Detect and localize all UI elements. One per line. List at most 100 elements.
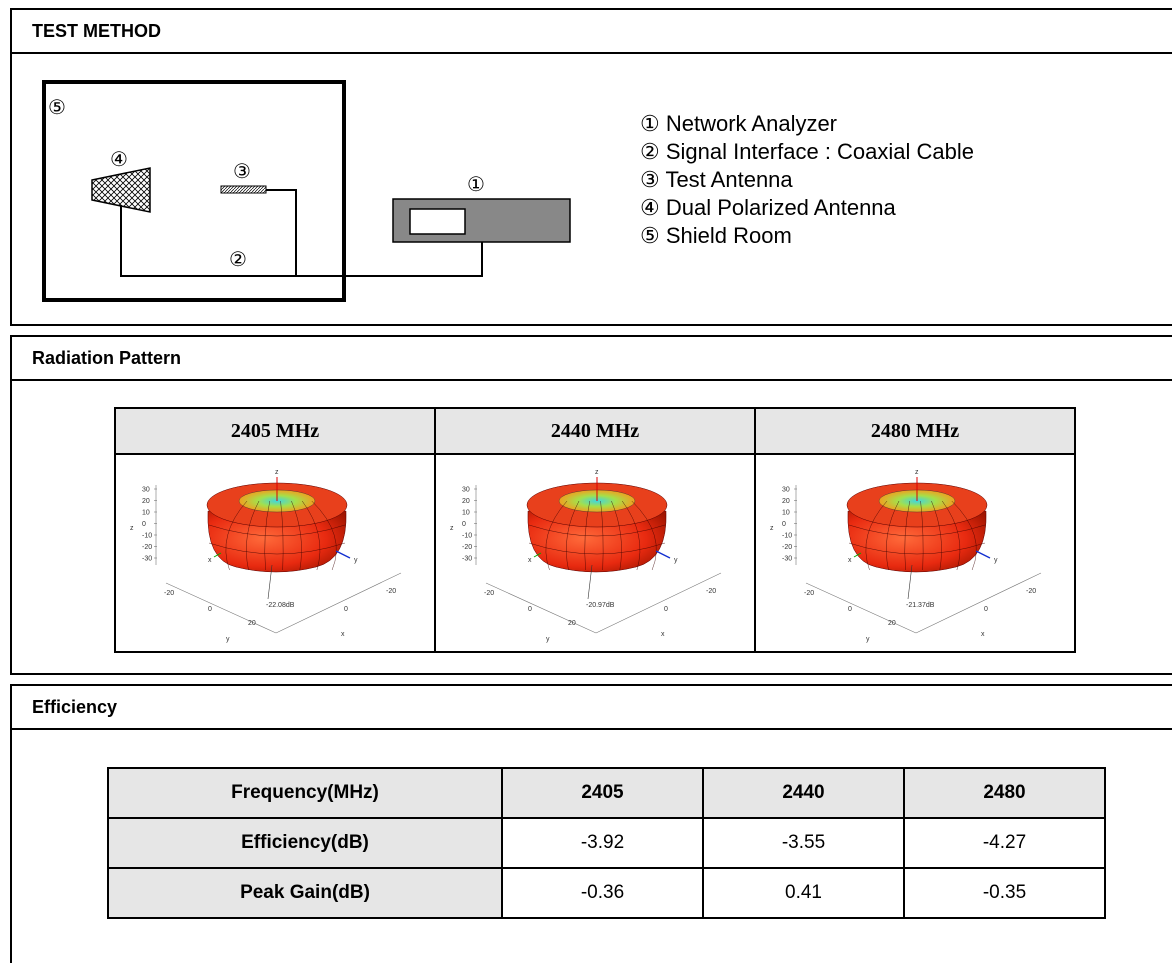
z-tick-label: 0 — [142, 521, 146, 528]
xy-tick-label: -20 — [804, 590, 814, 597]
mesh-line — [280, 500, 284, 571]
z-tick-label: -30 — [142, 556, 152, 563]
marker-4: ④ — [110, 149, 128, 171]
xy-tick-label: 20 — [248, 620, 256, 627]
mesh-line — [208, 542, 346, 555]
header-cell: Frequency(MHz) — [107, 767, 503, 819]
z-tick-label: -10 — [142, 533, 152, 540]
header-cell: 2405 — [501, 767, 704, 819]
z-tick-label: 20 — [782, 498, 790, 505]
mesh-line — [942, 500, 961, 571]
mesh-line — [264, 500, 270, 571]
z-tick-label: 30 — [142, 487, 150, 494]
mesh-line — [848, 542, 986, 555]
table-row: Peak Gain(dB) -0.36 0.41 -0.35 — [107, 867, 1106, 919]
z-axis-label: z — [770, 525, 774, 532]
legend-item: ④ Dual Polarized Antenna — [640, 195, 896, 220]
xy-tick-label: 20 — [888, 620, 896, 627]
value-cell: -3.92 — [501, 817, 704, 869]
mesh-line — [886, 500, 900, 571]
y-direction-arrow — [335, 550, 351, 559]
min-gain-label: -21.37dB — [906, 602, 935, 609]
y-axis-label: y — [226, 636, 230, 643]
radiation-lobe — [207, 510, 347, 573]
freq-header: 2405 MHz — [114, 407, 436, 455]
y-arrow-label: y — [354, 557, 358, 564]
z-tick-label: 30 — [462, 487, 470, 494]
z-axis-label: z — [130, 525, 134, 532]
radiation-pattern-plot: 30 20 10 0 -10 -20 -30 z -20 0 20 0 -20 y x z y x -21.37dB — [770, 469, 1042, 643]
network-analyzer-screen-icon — [409, 208, 466, 235]
efficiency-section: Efficiency — [10, 684, 1172, 963]
min-gain-label: -20.97dB — [586, 602, 615, 609]
y-arrow-label: y — [994, 557, 998, 564]
xy-tick-label: -20 — [484, 590, 494, 597]
mesh-line — [931, 500, 942, 571]
marker-5: ⑤ — [48, 97, 66, 119]
xy-tick-label: 0 — [848, 606, 852, 613]
mesh-line — [584, 500, 590, 571]
legend-item: ⑤ Shield Room — [640, 223, 792, 248]
z-arrow-label: z — [915, 469, 919, 476]
pattern-cell: 30 20 10 0 -10 -20 -30 z -20 0 20 0 -20 y x z y x -21.37dB — [754, 453, 1076, 653]
test-setup-diagram — [91, 167, 571, 277]
xy-tick-label: 0 — [664, 606, 668, 613]
shield-room-box — [42, 80, 346, 302]
marker-2: ② — [229, 249, 247, 271]
y-axis-label: y — [866, 636, 870, 643]
x-axis-line — [595, 572, 722, 634]
radiation-lobe — [527, 510, 667, 573]
value-cell: -0.36 — [501, 867, 704, 919]
z-tick-label: 20 — [462, 498, 470, 505]
test-method-heading: TEST METHOD — [12, 10, 1172, 54]
xy-tick-label: -20 — [706, 588, 716, 595]
row-label: Efficiency(dB) — [107, 817, 503, 869]
header-cell: 2440 — [702, 767, 905, 819]
z-tick-label: 20 — [142, 498, 150, 505]
mesh-line — [848, 524, 986, 537]
z-tick-label: 0 — [782, 521, 786, 528]
xy-tick-label: -20 — [386, 588, 396, 595]
z-tick-label: -20 — [782, 544, 792, 551]
legend-item: ② Signal Interface : Coaxial Cable — [640, 139, 975, 164]
min-marker-line — [587, 564, 593, 600]
mesh-line — [302, 500, 321, 571]
z-tick-label: 10 — [462, 510, 470, 517]
z-tick-label: -10 — [462, 533, 472, 540]
y-axis-label: y — [546, 636, 550, 643]
z-axis-label: z — [450, 525, 454, 532]
efficiency-table: Frequency(MHz) 2405 2440 2480 Efficiency… — [107, 767, 1106, 919]
test-antenna-icon — [220, 185, 267, 194]
y-axis-line — [165, 582, 277, 634]
x-direction-arrow — [853, 552, 862, 558]
dual-polarized-antenna-icon — [91, 167, 151, 213]
coaxial-cable-lines — [120, 189, 483, 277]
x-arrow-label: x — [208, 557, 212, 564]
radiation-pattern-table: 2405 MHz 2440 MHz 2480 MHz 30 20 10 0 -10 -20… — [114, 407, 1076, 653]
mesh-line — [904, 500, 910, 571]
y-axis-line — [485, 582, 597, 634]
mesh-line — [920, 500, 924, 571]
mesh-line — [246, 500, 260, 571]
mesh-line — [208, 524, 346, 537]
z-tick-label: -10 — [782, 533, 792, 540]
mesh-line — [622, 500, 641, 571]
mesh-line — [291, 500, 302, 571]
x-axis-line — [915, 572, 1042, 634]
value-cell: -0.35 — [903, 867, 1106, 919]
mesh-line — [311, 500, 337, 571]
test-method-legend: ① Network Analyzer ② Signal Interface : … — [640, 110, 974, 250]
pattern-cell: 30 20 10 0 -10 -20 -30 z -20 0 20 0 -20 y x z y x -20.97dB — [434, 453, 756, 653]
table-row: Frequency(MHz) 2405 2440 2480 — [107, 767, 1106, 819]
marker-3: ③ — [233, 161, 251, 183]
freq-header: 2480 MHz — [754, 407, 1076, 455]
xy-tick-label: 0 — [984, 606, 988, 613]
z-tick-label: -20 — [462, 544, 472, 551]
x-axis-label: x — [341, 631, 345, 638]
value-cell: -4.27 — [903, 817, 1106, 869]
z-tick-label: -30 — [462, 556, 472, 563]
min-marker-line — [267, 564, 273, 600]
efficiency-heading: Efficiency — [12, 686, 1172, 730]
radiation-pattern-plot: 30 20 10 0 -10 -20 -30 z -20 0 20 0 -20 y x z y x -22.08dB — [130, 469, 402, 643]
xy-tick-label: 0 — [208, 606, 212, 613]
